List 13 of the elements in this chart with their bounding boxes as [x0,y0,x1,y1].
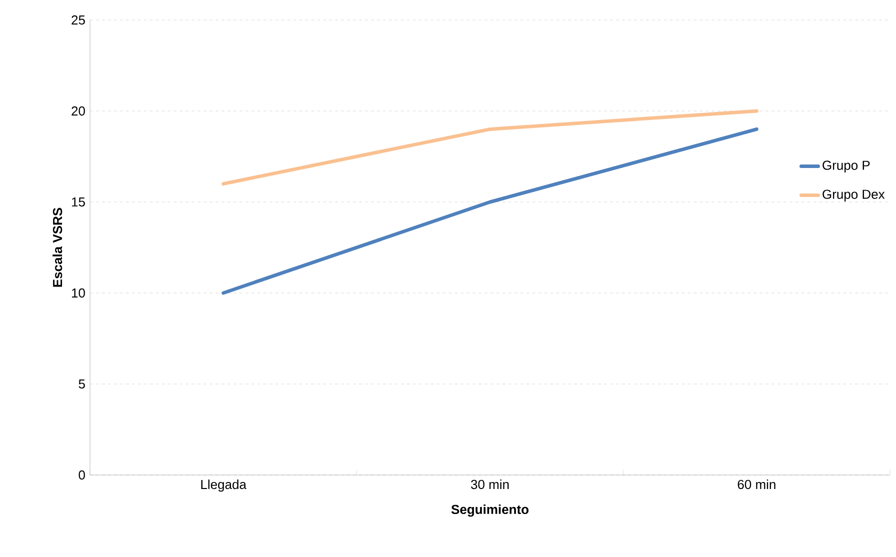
x-tick-label: Llegada [201,480,246,492]
y-tick-label: 15 [72,197,85,207]
legend-label: Grupo P [822,160,870,172]
x-axis-title: Seguimiento [451,504,529,517]
y-axis-title: Escala VSRS [52,208,62,287]
y-tick-label: 10 [72,288,85,298]
x-tick-label: 60 min [738,480,776,490]
y-tick-label: 0 [78,470,85,480]
legend-label: Grupo Dex [822,190,885,202]
x-tick-label: 30 min [470,480,509,490]
y-tick-label: 25 [72,15,85,25]
y-tick-label: 5 [78,379,85,389]
y-tick-label: 20 [72,106,85,116]
